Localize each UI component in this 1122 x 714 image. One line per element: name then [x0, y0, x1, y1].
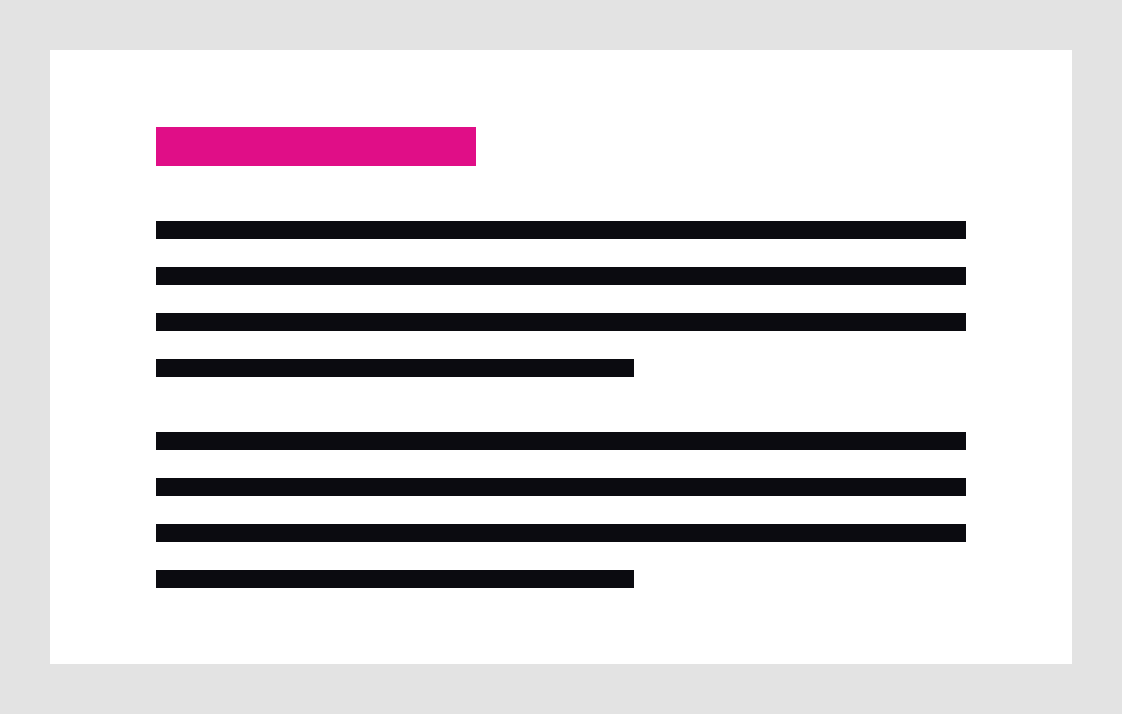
paragraph-2-line-4-placeholder	[156, 570, 634, 588]
paragraph-1-line-2-placeholder	[156, 267, 966, 285]
paragraph-2-line-1-placeholder	[156, 432, 966, 450]
document-card	[50, 50, 1072, 664]
heading-placeholder-block	[156, 127, 476, 166]
paragraph-1-line-1-placeholder	[156, 221, 966, 239]
paragraph-1-line-4-placeholder	[156, 359, 634, 377]
paragraph-2-line-2-placeholder	[156, 478, 966, 496]
paragraph-1-line-3-placeholder	[156, 313, 966, 331]
paragraph-2-line-3-placeholder	[156, 524, 966, 542]
